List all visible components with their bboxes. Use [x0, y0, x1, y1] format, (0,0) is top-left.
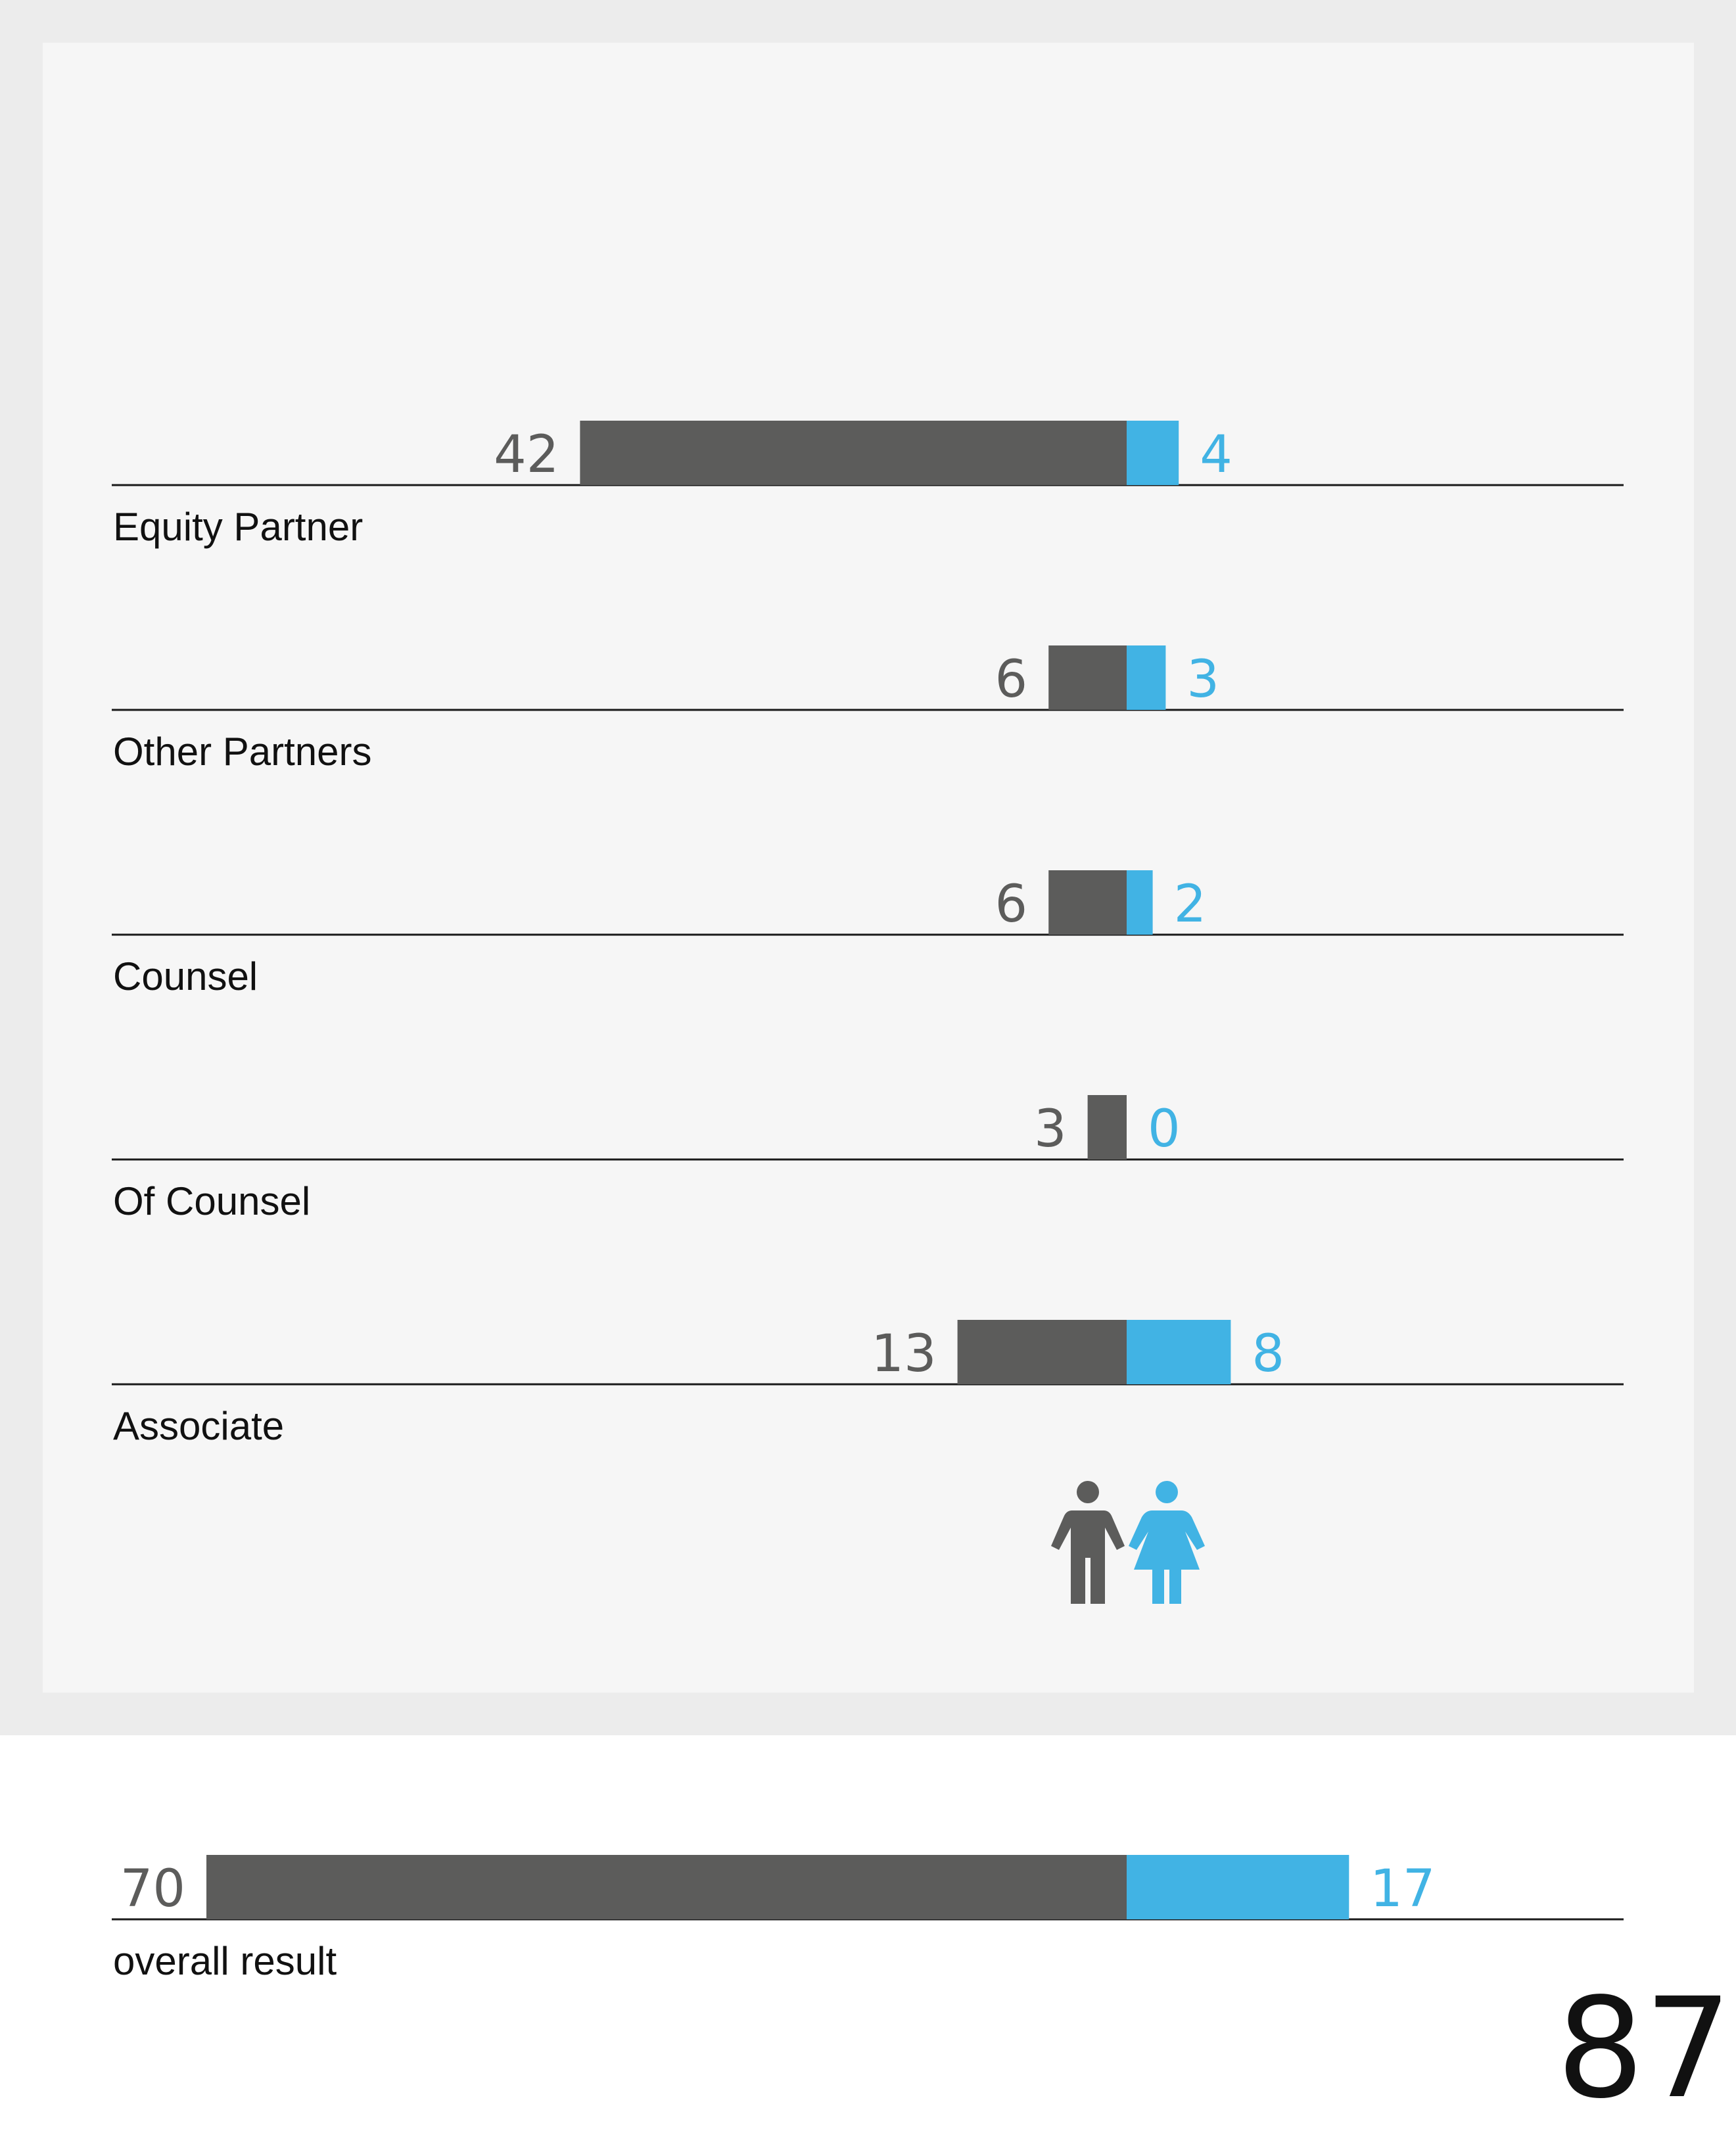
- category-label: Other Partners: [113, 730, 372, 774]
- legend: [1051, 1481, 1205, 1604]
- male-bar: [580, 421, 1127, 485]
- overall-female-value: 17: [1370, 1860, 1435, 1919]
- category-label: Counsel: [113, 954, 258, 998]
- female-value-label: 4: [1200, 425, 1232, 484]
- female-value-label: 0: [1148, 1100, 1181, 1159]
- female-bar: [1127, 421, 1179, 485]
- page-number: 87: [1556, 1968, 1732, 2129]
- male-value-label: 6: [995, 875, 1028, 934]
- row-other-partners: 6 3 Other Partners: [112, 645, 1624, 774]
- male-figure-icon: [1051, 1481, 1125, 1604]
- female-figure-icon: [1129, 1481, 1205, 1604]
- chart: 42 4 Equity Partner 6 3 Other Partners 6 2 Couns…: [112, 421, 1624, 1604]
- male-value-label: 3: [1034, 1100, 1067, 1159]
- female-value-label: 3: [1186, 650, 1219, 709]
- row-equity-partner: 42 4 Equity Partner: [112, 421, 1624, 549]
- female-bar: [1127, 645, 1166, 710]
- female-figure-head: [1156, 1481, 1178, 1503]
- female-bar: [1127, 870, 1153, 935]
- male-value-label: 42: [494, 425, 559, 484]
- chart-panel: [43, 43, 1694, 1693]
- male-bar: [1087, 1095, 1127, 1159]
- female-figure-body: [1129, 1510, 1205, 1604]
- female-bar: [1127, 1320, 1231, 1384]
- male-figure-body: [1051, 1510, 1125, 1604]
- row-counsel: 6 2 Counsel: [112, 870, 1624, 998]
- overall-row: 70 17 overall result: [112, 1855, 1624, 1983]
- female-value-label: 8: [1252, 1324, 1284, 1384]
- male-bar: [1048, 870, 1127, 935]
- overall-male-value: 70: [120, 1860, 185, 1919]
- category-label: Associate: [113, 1404, 284, 1448]
- overall-female-bar: [1127, 1855, 1349, 1919]
- overall-label: overall result: [113, 1939, 337, 1983]
- male-bar: [957, 1320, 1127, 1384]
- overall-male-bar: [206, 1855, 1127, 1919]
- female-value-label: 2: [1174, 875, 1207, 934]
- male-figure-head: [1077, 1481, 1099, 1503]
- male-value-label: 6: [995, 650, 1028, 709]
- category-label: Of Counsel: [113, 1179, 310, 1223]
- row-associate: 13 8 Associate: [112, 1320, 1624, 1448]
- chart-frame: [0, 0, 1736, 1735]
- row-of-counsel: 3 0 Of Counsel: [112, 1095, 1624, 1223]
- category-label: Equity Partner: [113, 505, 363, 549]
- male-value-label: 13: [871, 1324, 936, 1384]
- male-bar: [1048, 645, 1127, 710]
